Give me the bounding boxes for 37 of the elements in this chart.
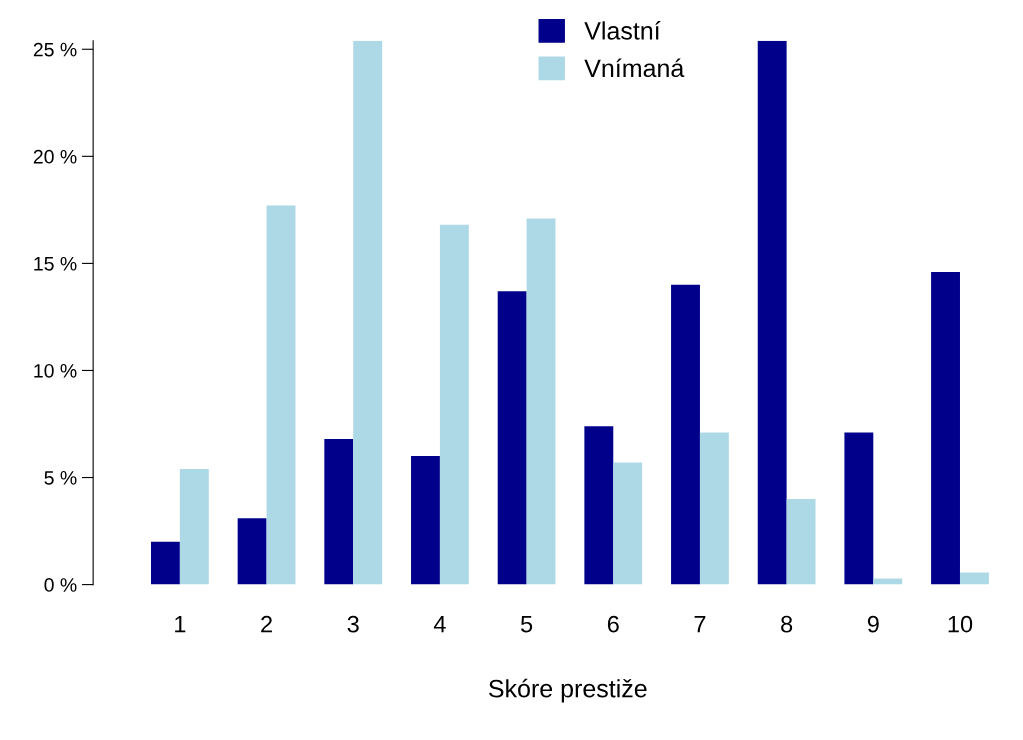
bar [150, 541, 180, 585]
bar [613, 462, 643, 585]
legend-label: Vnímaná [584, 58, 685, 78]
y-tick-label: 10 % [34, 363, 77, 378]
y-tick-label: 0 % [44, 578, 77, 592]
x-axis-title: Skóre prestiže [489, 678, 647, 703]
x-tick-label: 6 [607, 615, 619, 633]
bar [757, 40, 787, 585]
y-tick-label: 5 % [44, 471, 77, 485]
y-tick-label: 20 % [33, 149, 77, 164]
x-tick-label: 1 [175, 616, 186, 633]
bar [179, 468, 209, 585]
y-tick-label: 25 % [33, 42, 77, 57]
x-tick-label: 4 [433, 616, 446, 633]
bar [353, 40, 383, 585]
x-tick-label: 8 [781, 615, 793, 633]
bar [526, 218, 556, 585]
bar [439, 224, 469, 585]
bar [959, 572, 989, 585]
bar [844, 432, 874, 585]
bar [584, 426, 614, 585]
bar [266, 205, 296, 585]
bar [786, 498, 816, 585]
x-tick-label: 9 [867, 615, 879, 633]
bar [411, 456, 440, 585]
legend-label: Vlastní [584, 21, 661, 40]
y-tick-label: 15 % [34, 256, 77, 271]
x-tick-label: 10 [948, 615, 973, 633]
x-tick-label: 5 [520, 616, 533, 633]
bar [324, 438, 354, 585]
bar [671, 284, 700, 585]
bar [497, 291, 527, 585]
x-tick-label: 3 [347, 615, 359, 633]
bar [699, 432, 729, 585]
x-tick-label: 2 [261, 615, 272, 633]
bar [237, 518, 267, 585]
x-tick-label: 7 [694, 616, 706, 633]
